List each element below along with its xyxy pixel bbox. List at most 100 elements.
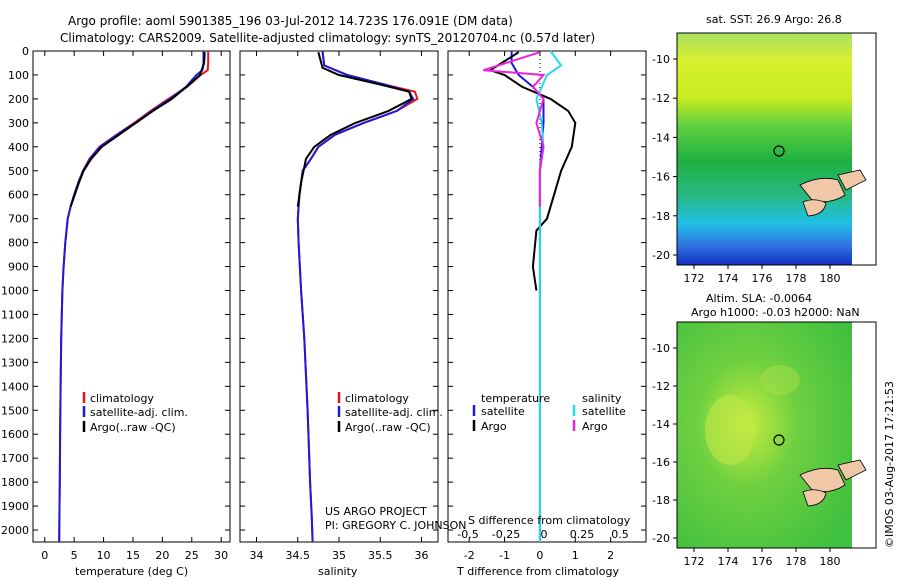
diff-legend-temperature-heading: temperature — [481, 392, 550, 405]
depth-tick-label: 500 — [8, 165, 29, 178]
salinity-series — [296, 50, 419, 543]
difference-top-label: S difference from climatology — [468, 514, 631, 527]
difference-x-axis: -2 -1 0 1 2 -0.5 -0.25 0 0.25 0.5 — [457, 51, 629, 562]
temp-legend-climatology: climatology — [90, 392, 154, 405]
x-tick-label: 0 — [536, 549, 543, 562]
depth-tick-label: 1800 — [1, 476, 29, 489]
temperature-series — [58, 51, 210, 543]
depth-tick-label: 300 — [8, 117, 29, 130]
series-line-argo-salinity- — [483, 51, 546, 207]
map-top-axes: 172 174 176 178 180 -10 -12 -14 -16 -18 -20 — [652, 53, 840, 285]
map-top — [676, 32, 877, 266]
series-line-argo-raw-qc- — [69, 52, 206, 208]
map-lat-label: -20 — [652, 532, 670, 545]
map-lat-label: -12 — [652, 92, 670, 105]
x-tick-label: 35 — [332, 549, 346, 562]
map-lat-label: -14 — [652, 418, 670, 431]
x-tick-label: 34.5 — [286, 549, 311, 562]
x-tick-label: 2 — [607, 549, 614, 562]
sal-legend-satellite: satellite-adj. clim. — [345, 406, 443, 419]
title-line-2: Climatology: CARS2009. Satellite-adjuste… — [60, 31, 595, 45]
depth-tick-label: 800 — [8, 237, 29, 250]
salinity-axis-label: salinity — [318, 565, 358, 578]
temperature-x-axis: 0 5 10 15 20 25 30 — [41, 51, 228, 562]
temperature-panel-frame — [32, 50, 231, 543]
depth-tick-label: 2000 — [1, 524, 29, 537]
map-bottom-title-2: Argo h1000: -0.03 h2000: NaN — [691, 306, 860, 319]
series-line-satellite — [510, 51, 545, 542]
x-tick-label: 30 — [214, 549, 228, 562]
map-lat-label: -14 — [652, 131, 670, 144]
sal-legend-argo: Argo(..raw -QC) — [345, 421, 431, 434]
temp-legend-argo: Argo(..raw -QC) — [90, 421, 176, 434]
diff-legend-s-argo: Argo — [582, 420, 608, 433]
credit-line-2: PI: GREGORY C. JOHNSON — [325, 519, 466, 532]
x-tick-label: 34 — [250, 549, 264, 562]
x-tick-label: 20 — [155, 549, 169, 562]
x-tick-label: 35.5 — [368, 549, 393, 562]
s-tick-label: -0.25 — [492, 528, 520, 541]
x-tick-label: 0 — [41, 549, 48, 562]
map-lat-label: -10 — [652, 53, 670, 66]
diff-legend-s-satellite: satellite — [582, 405, 626, 418]
depth-tick-label: 1900 — [1, 500, 29, 513]
credit-line-1: US ARGO PROJECT — [325, 505, 427, 518]
argo-position-marker-bottom — [773, 434, 785, 446]
x-tick-label: 5 — [71, 549, 78, 562]
temperature-legend: climatology satellite-adj. clim. Argo(..… — [82, 392, 188, 434]
depth-tick-label: 1000 — [1, 285, 29, 298]
map-lon-label: 176 — [752, 272, 773, 285]
difference-series — [483, 50, 577, 542]
depth-tick-label: 600 — [8, 189, 29, 202]
depth-tick-label: 1300 — [1, 356, 29, 369]
diff-legend-t-argo: Argo — [481, 420, 507, 433]
map-lon-label: 174 — [718, 555, 739, 568]
map-lon-label: 178 — [786, 555, 807, 568]
depth-tick-label: 700 — [8, 213, 29, 226]
imos-stamp: ©IMOS 03-Aug-2017 17:21:53 — [883, 381, 896, 548]
diff-legend-t-satellite: satellite — [481, 405, 525, 418]
map-lon-label: 172 — [684, 555, 705, 568]
map-lat-label: -20 — [652, 249, 670, 262]
depth-tick-label: 200 — [8, 93, 29, 106]
map-lat-label: -16 — [652, 171, 670, 184]
difference-axis-label: T difference from climatology — [456, 565, 619, 578]
depth-tick-label: 1500 — [1, 404, 29, 417]
title-line-1: Argo profile: aoml 5901385_196 03-Jul-20… — [68, 14, 513, 28]
depth-tick-label: 1100 — [1, 308, 29, 321]
argo-position-marker-top — [773, 145, 785, 157]
s-tick-label: 0 — [541, 528, 548, 541]
map-bottom-title-1: Altim. SLA: -0.0064 — [706, 292, 812, 305]
map-bottom-axes: 172 174 176 178 180 -10 -12 -14 -16 -18 -20 — [652, 342, 840, 568]
s-tick-label: 0.5 — [611, 528, 629, 541]
temperature-axis-label: temperature (deg C) — [75, 565, 188, 578]
series-line-satellite-salinity- — [535, 50, 563, 542]
series-line-argo-raw-qc- — [296, 51, 413, 207]
map-lat-label: -16 — [652, 456, 670, 469]
x-tick-label: 1 — [572, 549, 579, 562]
difference-panel-frame — [447, 50, 647, 543]
x-tick-label: 25 — [185, 549, 199, 562]
x-tick-label: 36 — [415, 549, 429, 562]
depth-tick-label: 1400 — [1, 380, 29, 393]
depth-axis: 0 100 200 300 400 500 600 700 800 900 1000 1100 1200… — [1, 45, 646, 537]
depth-tick-label: 900 — [8, 261, 29, 274]
map-bottom — [676, 321, 877, 549]
depth-tick-label: 1700 — [1, 452, 29, 465]
map-lon-label: 180 — [820, 555, 841, 568]
map-lon-label: 176 — [752, 555, 773, 568]
map-lon-label: 178 — [786, 272, 807, 285]
map-lat-label: -12 — [652, 380, 670, 393]
salinity-panel-frame — [239, 50, 439, 543]
series-line-satellite-adj-clim- — [296, 50, 415, 543]
depth-tick-label: 1600 — [1, 428, 29, 441]
x-tick-label: -1 — [499, 549, 510, 562]
depth-tick-label: 100 — [8, 69, 29, 82]
x-tick-label: 15 — [126, 549, 140, 562]
difference-legend: temperature salinity satellite Argo sate… — [472, 392, 626, 433]
map-lon-label: 180 — [820, 272, 841, 285]
map-lon-label: 172 — [684, 272, 705, 285]
depth-tick-label: 0 — [22, 45, 29, 58]
map-lat-label: -18 — [652, 210, 670, 223]
